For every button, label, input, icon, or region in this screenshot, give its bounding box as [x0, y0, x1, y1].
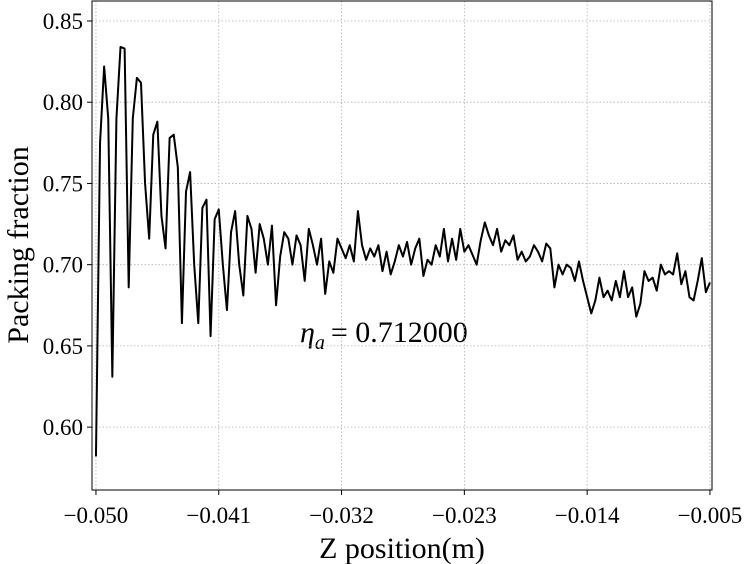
- x-tick-label: −0.023: [432, 503, 497, 528]
- y-axis-label: Packing fraction: [2, 146, 35, 343]
- y-tick-label: 0.60: [43, 415, 83, 440]
- annotation-text: = 0.712000: [331, 316, 468, 349]
- y-tick-label: 0.80: [43, 90, 83, 115]
- y-tick-label: 0.85: [43, 9, 83, 34]
- x-tick-label: −0.005: [678, 503, 743, 528]
- annotation-symbol: η: [300, 316, 315, 349]
- plot-frame: [91, 0, 713, 491]
- x-tick-label: −0.032: [309, 503, 374, 528]
- y-tick-label: 0.70: [43, 253, 83, 278]
- x-axis-label: Z position(m): [319, 532, 485, 564]
- x-tick-label: −0.050: [64, 503, 129, 528]
- x-tick-label: −0.041: [186, 503, 251, 528]
- x-tick-label: −0.014: [555, 503, 620, 528]
- annotation-subscript: a: [315, 332, 325, 354]
- y-tick-label: 0.65: [43, 334, 83, 359]
- annotation: ηa = 0.712000: [300, 316, 468, 354]
- data-line: [94, 45, 711, 457]
- y-tick-label: 0.75: [43, 171, 83, 196]
